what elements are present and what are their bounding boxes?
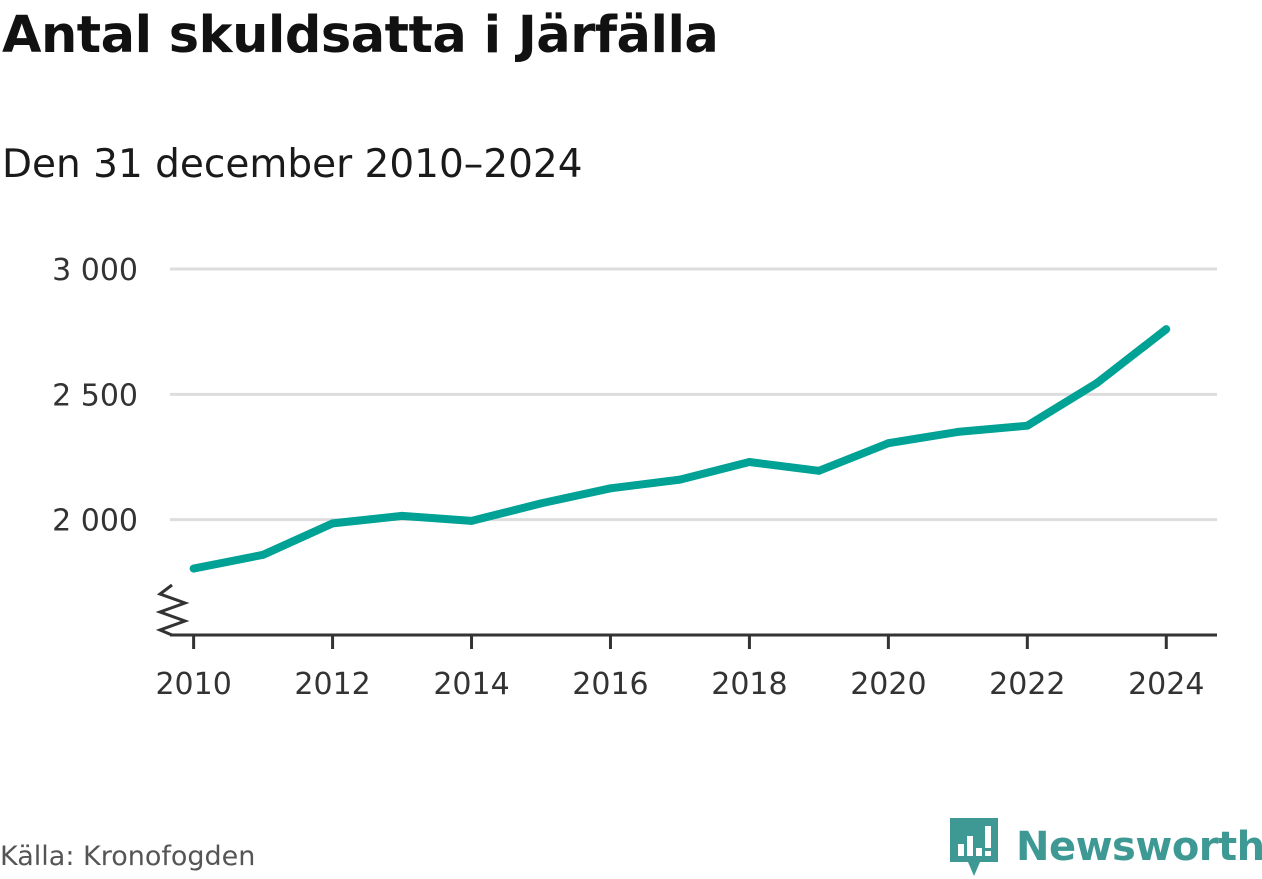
data-point [814,466,823,475]
data-point [259,550,268,559]
series-line [192,326,1169,573]
source-note: Källa: Kronofogden [0,841,256,872]
data-point [1092,379,1101,388]
x-tick-label: 2022 [989,667,1065,702]
data-point [953,427,962,436]
x-tick-label: 2010 [155,667,231,702]
data-point [745,458,754,467]
y-axis-break [155,583,190,637]
series-lines [189,325,1171,573]
data-point [328,519,337,528]
newsworthy-brand[interactable]: Newsworthy [950,818,1262,876]
x-tick-label: 2020 [850,667,926,702]
data-point [189,564,198,573]
x-tick-label: 2014 [433,667,509,702]
x-tick-label: 2018 [711,667,787,702]
chart-title: Antal skuldsatta i Järfälla [2,6,719,65]
data-point [884,439,893,448]
data-point [537,499,546,508]
y-tick-label: 3 000 [52,253,138,288]
data-point [606,484,615,493]
data-point [398,511,407,520]
x-tick-label: 2016 [572,667,648,702]
data-point [1162,325,1171,334]
x-tick-label: 2012 [294,667,370,702]
data-point [467,516,476,525]
x-tick-label: 2024 [1128,667,1204,702]
axis-break-icon [155,583,190,637]
brand-name: Newsworthy [1016,824,1262,870]
y-tick-label: 2 000 [52,504,138,539]
data-point [675,475,684,484]
y-axis-ticks: 2 000 2 500 3 000 [52,253,138,539]
x-axis-ticks: 2010 2012 2014 2016 2018 2020 2022 2024 [155,635,1204,702]
y-tick-label: 2 500 [52,378,138,413]
gridlines [170,267,1217,522]
chart-subtitle: Den 31 december 2010–2024 [2,142,583,187]
newsworthy-logo-icon [950,818,998,876]
data-point [1023,421,1032,430]
